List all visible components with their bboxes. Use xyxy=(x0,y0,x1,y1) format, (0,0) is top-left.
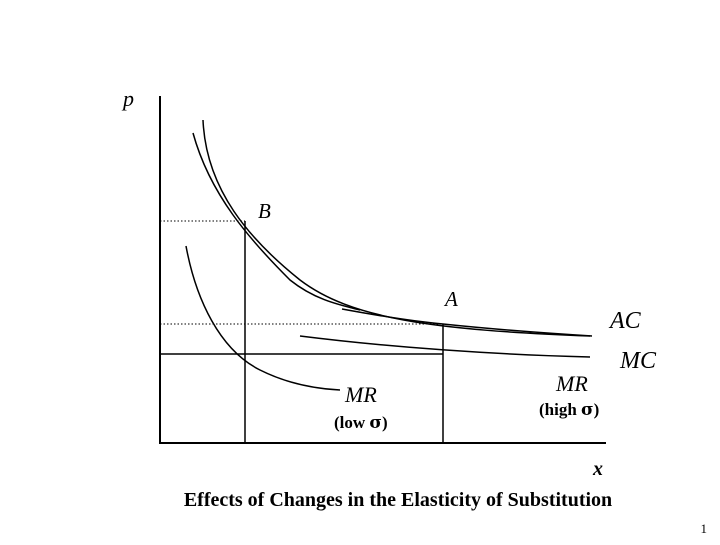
x-axis-label: x xyxy=(592,458,603,480)
point-b-label: B xyxy=(258,199,271,223)
ac-label: AC xyxy=(608,308,642,334)
demand-curve-low-sigma xyxy=(192,132,361,311)
mr-high-sigma-curve xyxy=(299,335,591,358)
ac-curve xyxy=(202,119,591,337)
y-axis-label: p xyxy=(121,86,134,111)
diagram-title: Effects of Changes in the Elasticity of … xyxy=(184,489,612,511)
mr-low-sublabel: (low σ) xyxy=(334,413,388,433)
mr-low-sigma-curve xyxy=(185,245,341,391)
mc-label: MC xyxy=(619,348,657,374)
mr-high-label: MR xyxy=(555,371,588,396)
mr-high-sublabel: (high σ) xyxy=(539,400,599,420)
point-a-label: A xyxy=(443,287,458,311)
slide-number: 1 xyxy=(701,521,708,536)
demand-curve-high-sigma xyxy=(341,308,593,337)
mr-low-label: MR xyxy=(344,382,377,407)
